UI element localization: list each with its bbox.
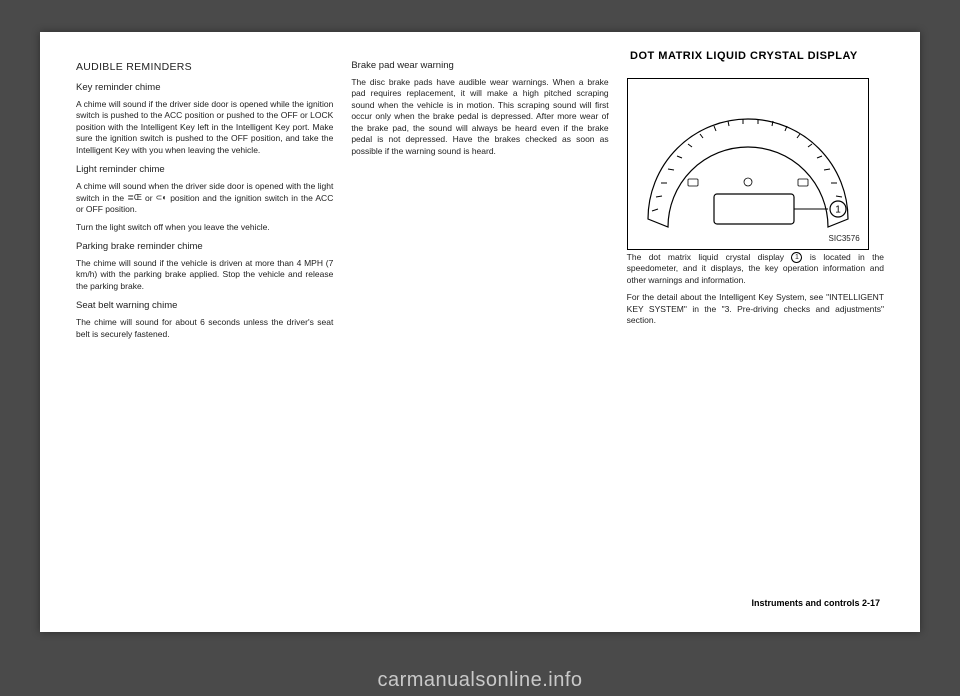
column-2: Brake pad wear warning The disc brake pa… (351, 60, 608, 612)
parking-brake-heading: Parking brake reminder chime (76, 241, 333, 254)
column-3: 1 SIC3576 The dot matrix liquid crystal … (627, 60, 884, 612)
gauge-figure: 1 SIC3576 (627, 78, 869, 250)
brake-pad-heading: Brake pad wear warning (351, 60, 608, 73)
brake-pad-text: The disc brake pads have audible wear wa… (351, 77, 608, 157)
key-reminder-text: A chime will sound if the driver side do… (76, 99, 333, 156)
callout-1-icon: 1 (791, 252, 802, 263)
seatbelt-heading: Seat belt warning chime (76, 300, 333, 313)
intelligent-key-ref: For the detail about the Intelligent Key… (627, 292, 884, 326)
gauge-svg: 1 (628, 79, 868, 249)
light-reminder-text-1: A chime will sound when the driver side … (76, 181, 333, 215)
lcd-description: The dot matrix liquid crystal display 1 … (627, 252, 884, 286)
light-reminder-heading: Light reminder chime (76, 164, 333, 177)
parking-brake-text: The chime will sound if the vehicle is d… (76, 258, 333, 292)
page-footer: Instruments and controls 2-17 (751, 598, 880, 608)
headlight-icon: ⊂◐ (156, 193, 168, 204)
section-title: DOT MATRIX LIQUID CRYSTAL DISPLAY (630, 50, 880, 62)
callout-1-label: 1 (835, 205, 841, 216)
figure-id: SIC3576 (825, 232, 864, 247)
parking-light-icon: ≣Œ (127, 193, 142, 204)
watermark: carmanualsonline.info (377, 669, 582, 692)
column-1: AUDIBLE REMINDERS Key reminder chime A c… (76, 60, 333, 612)
manual-page: DOT MATRIX LIQUID CRYSTAL DISPLAY AUDIBL… (40, 32, 920, 632)
seatbelt-text: The chime will sound for about 6 seconds… (76, 317, 333, 340)
key-reminder-heading: Key reminder chime (76, 82, 333, 95)
light-reminder-text-2: Turn the light switch off when you leave… (76, 222, 333, 233)
audible-reminders-heading: AUDIBLE REMINDERS (76, 60, 333, 74)
